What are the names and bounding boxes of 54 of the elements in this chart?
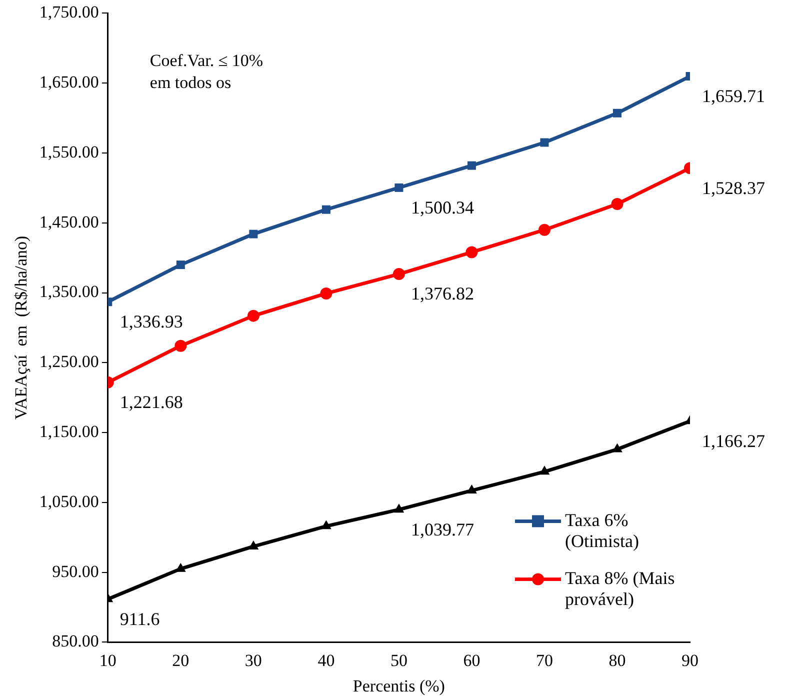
point [394, 183, 404, 192]
y-tick-label: 1,350.00 [39, 282, 99, 302]
y-tick-label: 1,450.00 [39, 212, 99, 232]
y-tick-label: 1,150.00 [39, 422, 99, 441]
data-label: 1,336.93 [120, 312, 183, 332]
annotation: Coef.Var. ≤ 10% [150, 51, 264, 70]
x-tick-label: 10 [99, 650, 116, 670]
x-tick-label: 30 [244, 650, 262, 670]
point [247, 310, 260, 322]
x-tick-label: 90 [682, 650, 698, 670]
y-tick-label: 1,550.00 [39, 142, 99, 162]
legend-label: Taxa 8% (Mais provável) [565, 568, 675, 609]
point [538, 224, 550, 236]
point [322, 205, 330, 214]
x-tick-label: 50 [390, 650, 408, 670]
point [466, 246, 478, 258]
data-label: 1,500.34 [410, 197, 474, 218]
data-label: 1,039.77 [410, 519, 474, 540]
data-label: 1,528.37 [702, 178, 765, 198]
y-tick-label: 1,650.00 [39, 72, 99, 92]
data-label: 1,376.82 [410, 284, 474, 304]
point [174, 340, 187, 352]
point [539, 466, 550, 475]
point [320, 287, 332, 300]
x-tick-label: 20 [172, 650, 190, 670]
y-tick-label: 950.00 [52, 562, 99, 581]
point [320, 520, 332, 530]
y-tick-label: 1,750.00 [39, 2, 99, 22]
point [611, 198, 624, 210]
legend-label: Taxa 6% (Otimista) [565, 510, 639, 551]
point [176, 260, 185, 270]
data-label: 1,166.27 [702, 430, 765, 451]
x-tick-label: 80 [608, 650, 626, 670]
point [392, 268, 405, 280]
y-tick-label: 1,250.00 [39, 352, 99, 372]
y-tick-label: 1,050.00 [39, 492, 99, 511]
point [248, 540, 259, 550]
point [394, 504, 404, 513]
x-axis-title: Percentis (%) [352, 676, 445, 696]
point [467, 161, 476, 170]
point [612, 443, 622, 452]
point [249, 230, 258, 238]
x-tick-label: 40 [318, 650, 335, 670]
data-label: 1,221.68 [120, 392, 183, 412]
point [466, 484, 477, 494]
annotation: em todos os [150, 73, 232, 92]
data-label: 911.6 [120, 608, 160, 629]
x-tick-label: 60 [463, 650, 480, 670]
point [612, 108, 622, 118]
y-axis-title: VAEAçaí em (R$/ha/ano) [12, 236, 31, 420]
y-tick-label: 850.00 [52, 632, 99, 651]
x-tick-label: 70 [536, 650, 553, 670]
point [540, 138, 549, 147]
data-label: 1,659.71 [702, 86, 765, 106]
